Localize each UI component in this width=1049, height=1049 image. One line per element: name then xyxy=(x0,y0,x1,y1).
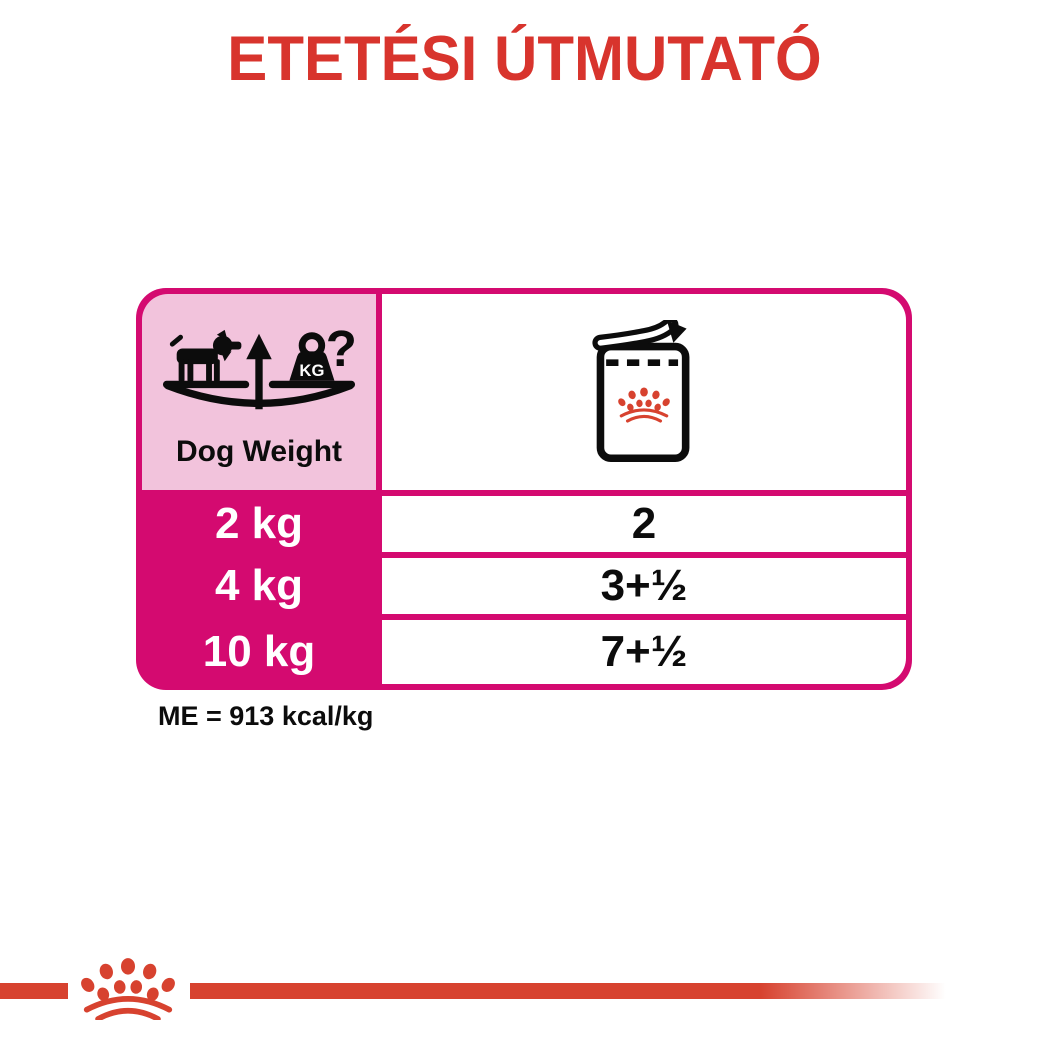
weight-value: 10 kg xyxy=(202,627,316,676)
energy-footnote: ME = 913 kcal/kg xyxy=(158,701,374,731)
page-title: ETETÉSI ÚTMUTATÓ xyxy=(227,23,822,94)
bottom-red-band xyxy=(0,983,975,999)
food-pouch-icon xyxy=(592,320,690,463)
weight-cell-row3: 10 kg xyxy=(142,620,376,684)
feeding-table: KG ? Dog Weight xyxy=(136,288,912,690)
kg-weight-icon: KG xyxy=(289,332,335,381)
royal-canin-crown-icon xyxy=(81,958,175,1020)
weight-value: 2 kg xyxy=(214,499,304,548)
pouch-count-cell-row3: 7+½ xyxy=(382,620,906,684)
weight-cell-row1: 2 kg xyxy=(142,496,376,552)
dog-weight-label: Dog Weight xyxy=(175,435,343,468)
pouch-count-value: 2 xyxy=(631,499,657,548)
kg-badge-label: KG xyxy=(299,361,324,380)
pouch-count-value: 3+½ xyxy=(600,561,688,610)
table-header-pouch xyxy=(382,294,906,490)
weight-value: 4 kg xyxy=(214,561,304,610)
pouch-count-cell-row1: 2 xyxy=(382,496,906,552)
pouch-count-cell-row2: 3+½ xyxy=(382,558,906,614)
royal-canin-crown-icon xyxy=(618,387,670,423)
weight-cell-row2: 4 kg xyxy=(142,558,376,614)
pouch-count-value: 7+½ xyxy=(600,627,688,676)
dog-weight-scale-icon: KG ? xyxy=(162,321,357,410)
arrow-up-icon xyxy=(246,333,272,410)
table-header-dog-weight: KG ? Dog Weight xyxy=(142,294,376,490)
dog-icon xyxy=(169,329,242,382)
question-mark-icon: ? xyxy=(326,321,357,377)
